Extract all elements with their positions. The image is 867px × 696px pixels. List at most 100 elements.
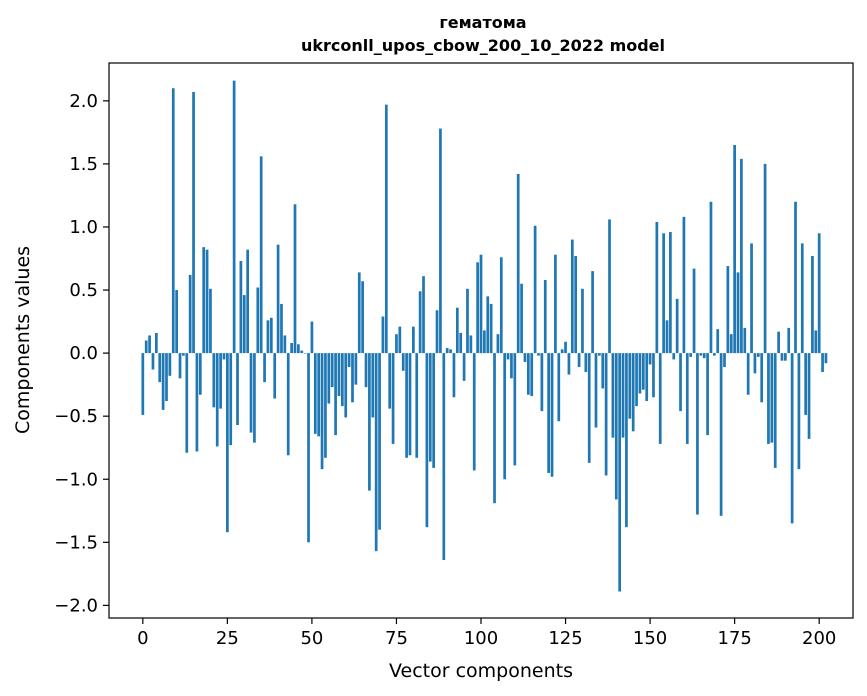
bar: [249, 353, 253, 433]
bar: [733, 144, 736, 354]
bar: [161, 353, 165, 410]
bar: [428, 353, 432, 462]
bar: [327, 353, 331, 404]
bar: [750, 243, 753, 354]
bar: [242, 295, 246, 354]
chart-subtitle: ukrconll_upos_cbow_200_10_2022 model: [301, 36, 665, 55]
bar: [459, 332, 463, 354]
bar: [784, 353, 787, 361]
bar: [334, 353, 337, 436]
bar: [165, 353, 168, 402]
bar: [625, 353, 628, 528]
bar: [246, 249, 250, 354]
bar: [388, 353, 392, 409]
x-axis-label: Vector components: [389, 660, 573, 682]
bar: [486, 296, 490, 354]
x-tick-label: 100: [464, 628, 498, 649]
bar: [151, 353, 155, 370]
bar: [567, 353, 571, 375]
bar: [516, 174, 520, 354]
x-tick-label: 150: [633, 628, 667, 649]
bar: [178, 353, 182, 379]
bar: [794, 201, 797, 354]
bar: [689, 353, 693, 357]
bar: [797, 353, 801, 470]
bar: [469, 335, 473, 354]
bar: [807, 353, 811, 439]
y-tick-label: −0.5: [54, 406, 98, 427]
bar: [158, 353, 162, 383]
bar: [584, 353, 588, 373]
bar: [574, 255, 578, 354]
bar: [736, 272, 740, 354]
bar: [472, 353, 476, 471]
bar: [259, 156, 263, 354]
bar: [222, 353, 226, 360]
bar: [817, 233, 821, 354]
bar: [313, 353, 317, 434]
x-axis-ticks: 0 25 50 75 100 125 150 175 200: [137, 618, 836, 649]
bar: [232, 80, 236, 354]
bar: [368, 353, 371, 491]
bar: [212, 353, 216, 408]
x-tick-label: 0: [137, 628, 148, 649]
bar: [337, 353, 341, 396]
bar: [236, 353, 239, 426]
bar: [307, 353, 310, 543]
bar: [202, 247, 206, 354]
bar: [618, 353, 622, 592]
y-tick-label: 1.0: [69, 217, 98, 238]
bar: [790, 353, 794, 524]
bar: [408, 353, 412, 456]
bar: [740, 158, 743, 354]
bar: [672, 353, 676, 360]
bar: [269, 317, 273, 354]
bar: [716, 329, 720, 354]
bar: [537, 353, 540, 356]
bar: [168, 353, 172, 376]
bar: [476, 262, 479, 354]
bar: [533, 225, 537, 354]
bar: [432, 353, 436, 468]
bar: [364, 353, 368, 388]
bar: [175, 290, 178, 354]
bar: [219, 353, 222, 409]
y-axis-label: Components values: [12, 246, 34, 434]
bar: [320, 353, 324, 470]
bar: [587, 353, 591, 463]
bar: [361, 281, 364, 354]
bar: [479, 254, 483, 354]
bar: [273, 353, 277, 399]
bar: [540, 353, 544, 412]
y-axis-ticks: −2.0 −1.5 −1.0 −0.5 0.0 0.5 1.0 1.5 2.0: [54, 91, 109, 616]
bar: [611, 353, 615, 438]
bar: [756, 353, 760, 357]
bar: [712, 353, 716, 356]
bar: [185, 353, 189, 453]
bar: [746, 353, 750, 395]
bar: [594, 353, 598, 428]
bar: [682, 216, 686, 354]
bar: [435, 310, 439, 354]
bar: [760, 353, 764, 403]
bar: [381, 316, 385, 354]
x-tick-label: 50: [300, 628, 323, 649]
bar: [455, 307, 459, 354]
bar: [570, 239, 574, 354]
bar: [442, 353, 446, 560]
bar: [669, 232, 672, 354]
x-tick-label: 200: [802, 628, 836, 649]
bar: [770, 353, 774, 443]
bar: [425, 353, 429, 528]
bar: [523, 353, 527, 362]
bar: [804, 353, 808, 415]
bar: [702, 353, 706, 359]
bar: [266, 320, 270, 354]
bar: [148, 335, 151, 354]
y-tick-label: 2.0: [69, 91, 98, 112]
bar: [706, 353, 709, 436]
bar: [144, 340, 148, 354]
bar: [340, 353, 344, 407]
bar: [696, 353, 699, 515]
